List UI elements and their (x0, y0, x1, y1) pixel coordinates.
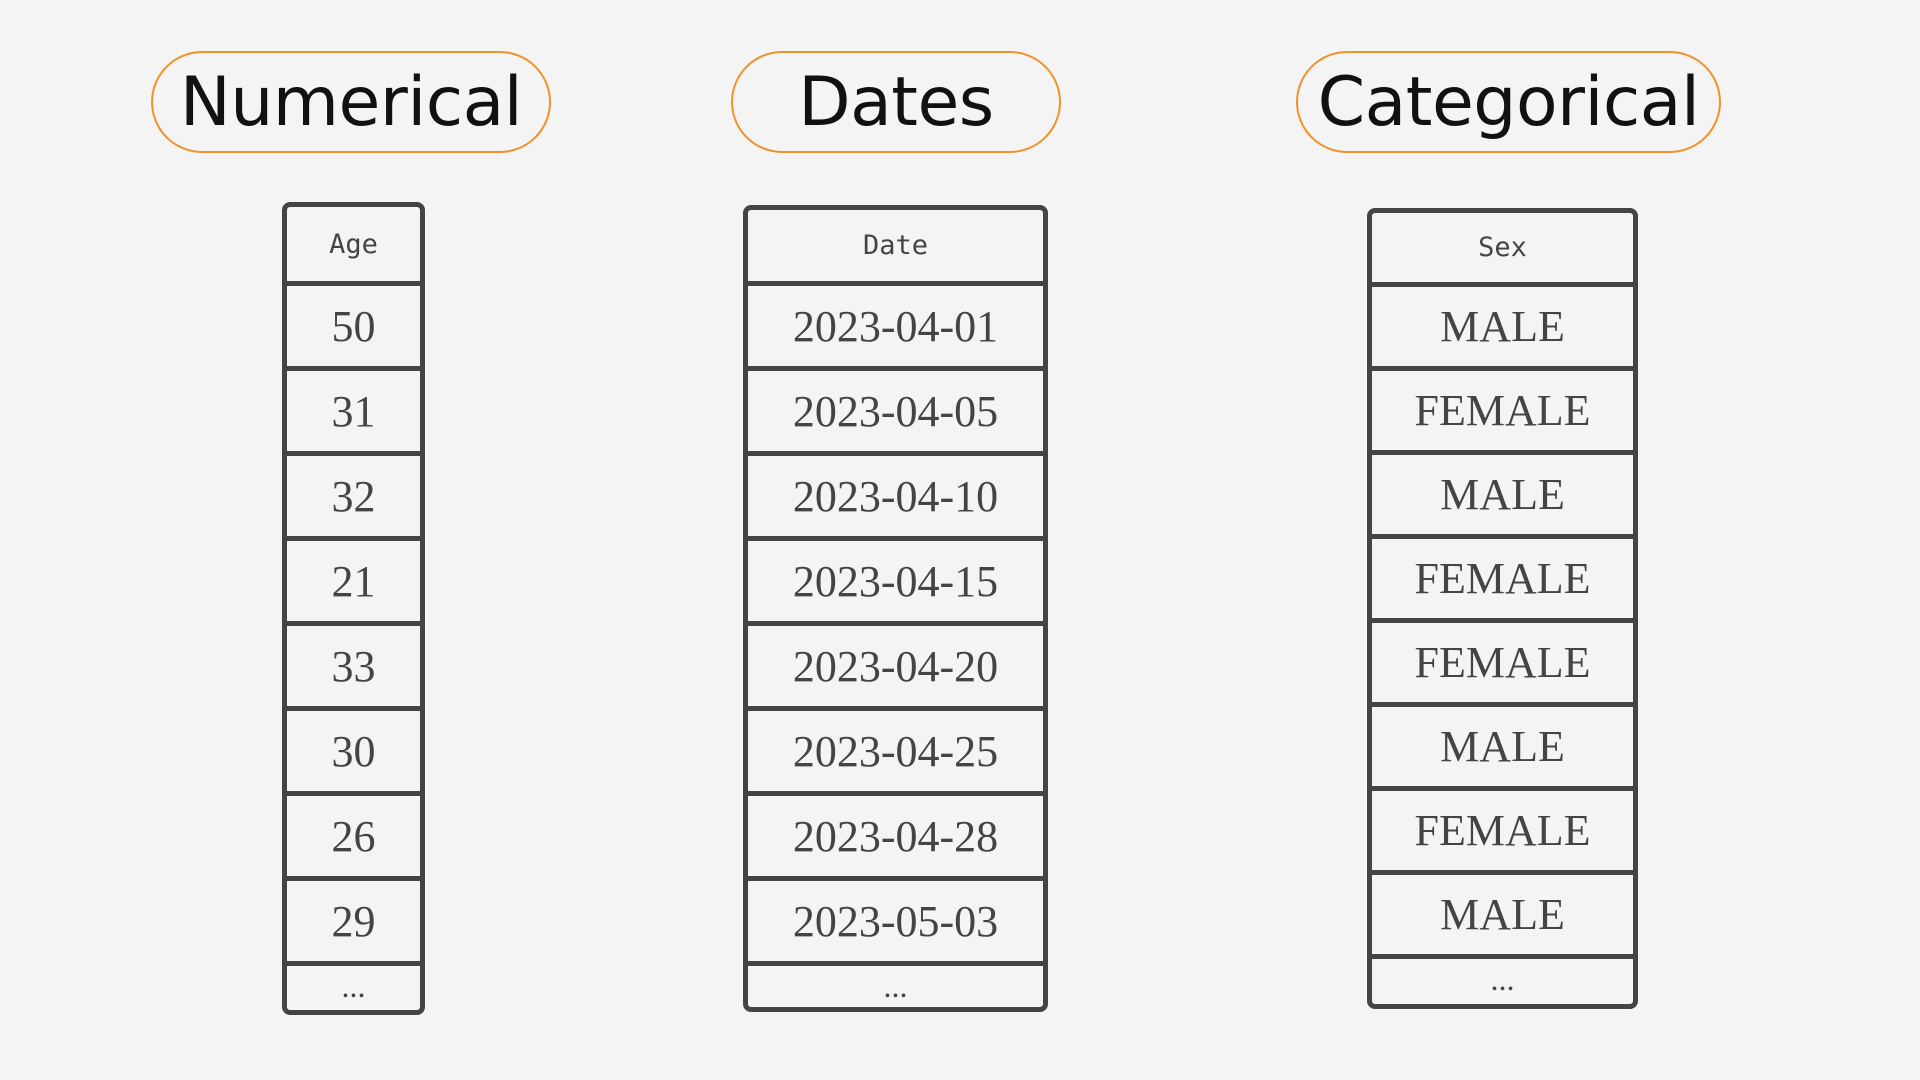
categorical-table: Sex MALE FEMALE MALE FEMALE FEMALE MALE … (1367, 208, 1638, 1009)
table-ellipsis: ... (287, 966, 420, 1015)
table-row: FEMALE (1372, 623, 1633, 707)
table-row: 32 (287, 456, 420, 541)
table-row: 2023-04-05 (748, 371, 1043, 456)
dates-title: Dates (798, 63, 993, 142)
table-row: 30 (287, 711, 420, 796)
table-row: 26 (287, 796, 420, 881)
table-row: 33 (287, 626, 420, 711)
table-row: 2023-04-28 (748, 796, 1043, 881)
table-row: 2023-04-20 (748, 626, 1043, 711)
table-row: 50 (287, 286, 420, 371)
table-ellipsis: ... (1372, 959, 1633, 1004)
table-row: MALE (1372, 287, 1633, 371)
table-row: FEMALE (1372, 539, 1633, 623)
table-row: MALE (1372, 455, 1633, 539)
table-row: 2023-05-03 (748, 881, 1043, 966)
table-row: FEMALE (1372, 371, 1633, 455)
table-row: 21 (287, 541, 420, 626)
table-row: 29 (287, 881, 420, 966)
table-row: MALE (1372, 707, 1633, 791)
dates-table: Date 2023-04-01 2023-04-05 2023-04-10 20… (743, 205, 1048, 1012)
numerical-title-pill: Numerical (151, 51, 551, 153)
dates-title-pill: Dates (731, 51, 1061, 153)
table-row: 2023-04-10 (748, 456, 1043, 541)
table-row: 2023-04-15 (748, 541, 1043, 626)
numerical-title: Numerical (180, 63, 522, 142)
table-header: Age (287, 207, 420, 286)
table-row: FEMALE (1372, 791, 1633, 875)
categorical-title: Categorical (1318, 63, 1700, 142)
table-row: MALE (1372, 875, 1633, 959)
table-row: 31 (287, 371, 420, 456)
table-ellipsis: ... (748, 966, 1043, 1012)
table-header: Date (748, 210, 1043, 286)
numerical-table: Age 50 31 32 21 33 30 26 29 ... (282, 202, 425, 1015)
table-row: 2023-04-25 (748, 711, 1043, 796)
table-header: Sex (1372, 213, 1633, 287)
table-row: 2023-04-01 (748, 286, 1043, 371)
categorical-title-pill: Categorical (1296, 51, 1721, 153)
